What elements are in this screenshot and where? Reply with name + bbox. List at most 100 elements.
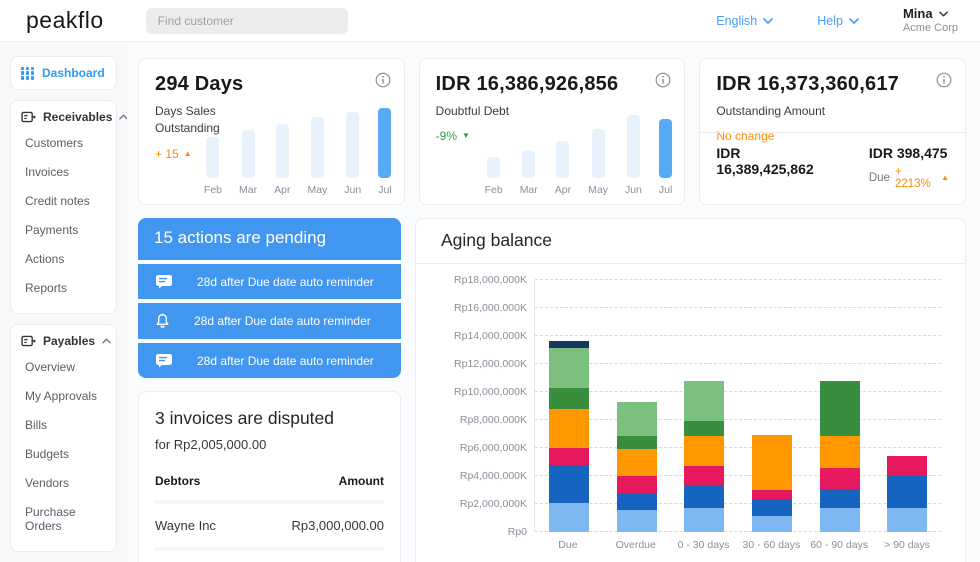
outstanding-label: Outstanding Amount: [716, 104, 826, 118]
segment-pink: [751, 489, 792, 499]
segment-pink: [887, 455, 928, 476]
mini-bar: [556, 141, 570, 178]
segment-light-green: [616, 402, 657, 437]
sidebar-item-label: Dashboard: [42, 66, 105, 80]
dso-mini-bar-chart: Feb Mar Apr May Jun Jul: [204, 108, 392, 196]
mini-bar-column: Jun: [625, 115, 642, 196]
segment-navy: [548, 340, 589, 349]
segment-orange: [751, 435, 792, 490]
segment-orange: [616, 449, 657, 476]
sidebar-section-receivables[interactable]: Receivables: [21, 110, 127, 124]
mini-bar-column: Jul: [378, 108, 392, 196]
mini-bar: [241, 130, 255, 178]
y-axis-tick-label: Rp0: [507, 526, 527, 538]
pending-action-text: 28d after Due date auto reminder: [197, 274, 374, 289]
trend-down-icon: ▼: [462, 131, 470, 141]
pending-action-item[interactable]: 28d after Due date auto reminder: [138, 264, 401, 299]
language-menu[interactable]: English: [716, 13, 774, 28]
top-bar: peakflo English Help Mina Acme Corp: [0, 0, 980, 42]
y-axis-tick-label: Rp8,000,000K: [459, 414, 527, 426]
sidebar-item-payments[interactable]: Payments: [25, 222, 79, 237]
sidebar-section-payables[interactable]: Payables: [21, 334, 111, 348]
y-gridline: Rp6,000,000K: [460, 442, 941, 454]
sidebar-item-budgets[interactable]: Budgets: [25, 446, 70, 461]
x-axis-category-label: Due: [558, 539, 578, 551]
mini-bar: [487, 157, 501, 178]
x-axis-category-label: 60 - 90 days: [810, 539, 869, 551]
segment-orange: [684, 436, 725, 467]
x-axis-category-label: 0 - 30 days: [677, 539, 730, 551]
column-header-debtors: Debtors: [155, 474, 201, 488]
sidebar-item-overview[interactable]: Overview: [25, 359, 76, 374]
user-menu[interactable]: Mina Acme Corp: [903, 6, 958, 36]
x-axis-category-label: Overdue: [615, 539, 656, 551]
bar-column-60-90-days: [806, 280, 874, 532]
pending-action-item[interactable]: 28d after Due date auto reminder: [138, 303, 401, 339]
mini-bar: [346, 112, 360, 178]
sidebar-item-my-approvals[interactable]: My Approvals: [25, 388, 98, 403]
mini-bar: [275, 124, 289, 178]
info-icon[interactable]: [655, 72, 671, 88]
sidebar-item-customers[interactable]: Customers: [25, 135, 84, 150]
chevron-down-icon: [849, 17, 859, 24]
sidebar-item-vendors[interactable]: Vendors: [25, 475, 70, 490]
pending-actions-title: 15 actions are pending: [138, 218, 401, 260]
month-label: Jul: [378, 184, 392, 196]
stacked-bar: [887, 455, 928, 532]
aging-balance-plot: Rp18,000,000K Rp16,000,000K Rp14,000,000K R…: [454, 274, 941, 538]
segment-light-blue: [751, 516, 792, 532]
sidebar-item-dashboard[interactable]: Dashboard: [21, 66, 106, 80]
y-axis-tick-label: Rp14,000,000K: [454, 330, 527, 342]
sidebar-item-purchase-orders[interactable]: Purchase Orders: [25, 504, 76, 533]
table-row[interactable]: Gecco & CoRp2,000,000.00: [155, 547, 384, 562]
language-label: English: [716, 13, 758, 28]
month-label: Mar: [519, 184, 538, 196]
segment-pink: [548, 448, 589, 465]
y-gridline: Rp4,000,000K: [460, 470, 941, 482]
stacked-bar: [548, 340, 589, 532]
help-menu[interactable]: Help: [817, 14, 859, 28]
segment-blue: [548, 464, 589, 503]
sidebar-item-actions[interactable]: Actions: [25, 251, 65, 266]
sidebar-item-credit-notes[interactable]: Credit notes: [25, 193, 90, 208]
table-row[interactable]: Wayne Inc Rp3,000,000.00: [155, 500, 384, 547]
outstanding-total: IDR 16,389,425,862: [716, 145, 814, 177]
mini-bar-column: Apr: [274, 124, 290, 196]
segment-blue: [887, 475, 928, 508]
doubtful-delta: -9%: [435, 129, 458, 144]
company-name: Acme Corp: [902, 21, 958, 34]
stacked-bar: [616, 402, 657, 532]
trend-up-icon: ▲: [183, 148, 192, 158]
sidebar-item-reports[interactable]: Reports: [25, 280, 68, 295]
column-header-amount: Amount: [338, 474, 384, 488]
month-label: Apr: [274, 184, 291, 196]
stacked-bar: [819, 380, 860, 532]
pending-action-item[interactable]: 28d after Due date auto reminder: [138, 343, 401, 378]
dso-delta: + 15: [155, 146, 179, 161]
mini-bar-column: Feb: [485, 157, 503, 196]
stacked-bar: [684, 380, 725, 532]
doubtful-debt-card: IDR 16,386,926,856 Doubtful Debt -9% ▼ F…: [418, 58, 686, 205]
info-icon[interactable]: [936, 72, 952, 88]
help-label: Help: [817, 13, 843, 28]
bar-column-overdue: [603, 280, 671, 532]
receivables-card-icon: [21, 111, 36, 123]
sidebar-item-bills[interactable]: Bills: [25, 417, 48, 432]
info-icon[interactable]: [375, 72, 391, 88]
mini-bar-column: Apr: [555, 141, 571, 196]
month-label: Jul: [658, 184, 673, 196]
mini-bar: [378, 108, 392, 178]
segment-orange: [819, 436, 860, 468]
disputes-subtitle: for Rp2,005,000.00: [155, 437, 267, 452]
trend-up-icon: ▲: [941, 173, 950, 182]
segment-blue: [751, 498, 792, 517]
search-input[interactable]: [145, 7, 348, 34]
segment-light-blue: [887, 507, 928, 532]
chat-icon: [155, 353, 173, 368]
segment-light-blue: [616, 510, 657, 532]
y-axis-tick-label: Rp6,000,000K: [459, 442, 527, 454]
sidebar-item-invoices[interactable]: Invoices: [25, 164, 70, 179]
segment-blue: [616, 493, 657, 511]
month-label: Apr: [554, 184, 572, 196]
due-label: Due: [868, 172, 890, 184]
